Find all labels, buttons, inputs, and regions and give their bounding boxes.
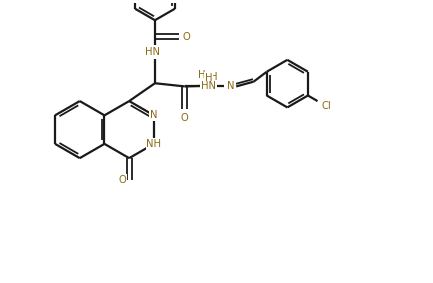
- Text: H: H: [198, 70, 206, 80]
- Text: O: O: [181, 113, 188, 123]
- Text: O: O: [183, 32, 191, 42]
- Text: N: N: [227, 82, 235, 91]
- Text: NH: NH: [146, 139, 162, 149]
- Text: HN: HN: [201, 82, 216, 91]
- Text: N: N: [150, 110, 158, 120]
- Text: H: H: [205, 73, 212, 83]
- Text: O: O: [118, 175, 126, 185]
- Text: HN: HN: [145, 46, 161, 57]
- Text: Cl: Cl: [322, 101, 332, 111]
- Text: H: H: [210, 72, 218, 82]
